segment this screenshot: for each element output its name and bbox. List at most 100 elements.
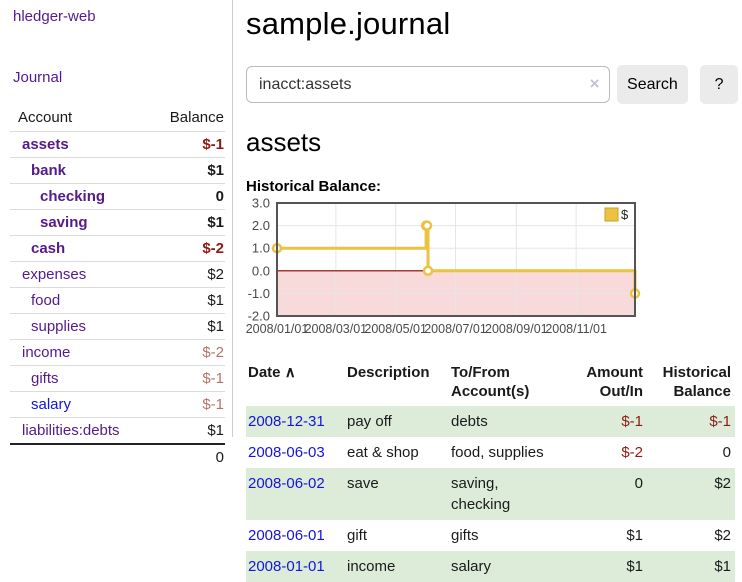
search-bar: × Search ? bbox=[246, 65, 739, 104]
register-amount: $-2 bbox=[621, 444, 643, 461]
register-row: 2008-06-01 gift gifts $1 $2 bbox=[246, 520, 735, 551]
sort-asc-icon: ∧ bbox=[284, 364, 296, 381]
register-date-link[interactable]: 2008-06-01 bbox=[248, 527, 325, 544]
account-row: checking 0 bbox=[10, 183, 225, 210]
accounts-header-account: Account bbox=[18, 109, 73, 126]
sidebar-item-journal[interactable]: Journal bbox=[13, 69, 63, 86]
register-date-link[interactable]: 2008-01-01 bbox=[248, 558, 325, 575]
sidebar-account-link[interactable]: cash bbox=[31, 240, 66, 257]
sidebar-account-link[interactable]: liabilities:debts bbox=[22, 422, 120, 439]
accounts-header-row: Account Balance bbox=[10, 105, 225, 132]
account-balance: $-2 bbox=[202, 240, 224, 257]
register-row: 2008-06-02 save saving, checking 0 $2 bbox=[246, 468, 735, 520]
svg-text:2.0: 2.0 bbox=[252, 218, 270, 233]
account-balance: $-2 bbox=[202, 344, 224, 361]
search-button[interactable]: Search bbox=[616, 65, 689, 104]
account-balance: $1 bbox=[207, 318, 224, 335]
svg-text:$: $ bbox=[621, 207, 629, 222]
sidebar-account-link[interactable]: saving bbox=[40, 214, 88, 231]
register-description: save bbox=[347, 475, 379, 492]
sidebar-account-link[interactable]: income bbox=[22, 344, 71, 361]
account-row: supplies $1 bbox=[10, 313, 225, 340]
sidebar-account-link[interactable]: gifts bbox=[31, 370, 59, 387]
register-accounts: food, supplies bbox=[451, 444, 544, 461]
svg-text:3.0: 3.0 bbox=[252, 198, 270, 211]
sidebar-account-link[interactable]: supplies bbox=[31, 318, 87, 335]
svg-text:0.0: 0.0 bbox=[252, 263, 270, 278]
main-content: sample.journal × Search ? assets Histori… bbox=[246, 0, 739, 582]
help-button[interactable]: ? bbox=[700, 65, 739, 104]
register-balance: $2 bbox=[714, 475, 731, 492]
search-input-wrap: × bbox=[246, 66, 610, 103]
register-amount: 0 bbox=[634, 475, 643, 492]
register-accounts: gifts bbox=[451, 527, 479, 544]
account-row: bank $1 bbox=[10, 157, 225, 184]
register-row: 2008-06-03 eat & shop food, supplies $-2 0 bbox=[246, 437, 735, 468]
account-row: salary $-1 bbox=[10, 391, 225, 418]
account-balance: $1 bbox=[207, 422, 224, 439]
account-row: income $-2 bbox=[10, 339, 225, 366]
sidebar-account-link[interactable]: checking bbox=[40, 188, 106, 205]
chart-svg[interactable]: $3.0 2.0 1.0 0.0 -1.0 -2.02008/01/012008/03/0… bbox=[238, 196, 650, 348]
account-balance: $2 bbox=[207, 266, 224, 283]
account-balance: $1 bbox=[207, 162, 224, 179]
register-description: income bbox=[347, 558, 396, 575]
accounts-total-value: 0 bbox=[152, 443, 225, 470]
svg-text:1.0: 1.0 bbox=[252, 241, 270, 256]
register-date-link[interactable]: 2008-06-02 bbox=[248, 475, 325, 492]
register-table: Date ∧ Description To/From Account(s) Am… bbox=[246, 361, 735, 582]
account-row: food $1 bbox=[10, 287, 225, 314]
sidebar-account-link[interactable]: bank bbox=[31, 162, 67, 179]
register-row: 2008-01-01 income salary $1 $1 bbox=[246, 551, 735, 582]
svg-text:2008/07/01: 2008/07/01 bbox=[424, 322, 487, 336]
register-amount: $-1 bbox=[621, 413, 643, 430]
svg-text:-1.0: -1.0 bbox=[248, 286, 270, 301]
clear-search-icon[interactable]: × bbox=[589, 74, 600, 93]
account-balance: $-1 bbox=[202, 136, 224, 153]
register-description: gift bbox=[347, 527, 368, 544]
account-row: cash $-2 bbox=[10, 235, 225, 262]
account-balance: $1 bbox=[207, 292, 224, 309]
register-row: 2008-12-31 pay off debts $-1 $-1 bbox=[246, 406, 735, 437]
account-balance: $1 bbox=[207, 214, 224, 231]
account-row: saving $1 bbox=[10, 209, 225, 236]
sidebar-account-link[interactable]: food bbox=[31, 292, 61, 309]
page-title: sample.journal bbox=[246, 6, 451, 41]
svg-text:-2.0: -2.0 bbox=[248, 309, 270, 324]
account-heading: assets bbox=[246, 127, 322, 157]
register-balance: $2 bbox=[714, 527, 731, 544]
register-amount: $1 bbox=[626, 527, 643, 544]
svg-text:2008/01/01: 2008/01/01 bbox=[246, 322, 309, 336]
svg-text:2008/11/01: 2008/11/01 bbox=[545, 322, 607, 336]
sidebar: hledger-web Journal Account Balance asse… bbox=[0, 0, 233, 470]
app-brand-link[interactable]: hledger-web bbox=[13, 8, 96, 25]
register-date-link[interactable]: 2008-12-31 bbox=[248, 413, 325, 430]
account-balance: 0 bbox=[215, 188, 224, 205]
account-row: liabilities:debts $1 bbox=[10, 417, 225, 445]
historical-balance-chart[interactable]: $3.0 2.0 1.0 0.0 -1.0 -2.0 2008/01/01 2008/03/0… bbox=[238, 196, 650, 348]
sidebar-account-link[interactable]: assets bbox=[22, 136, 69, 153]
register-balance: $1 bbox=[714, 558, 731, 575]
sidebar-account-link[interactable]: salary bbox=[31, 396, 72, 413]
register-amount: $1 bbox=[626, 558, 643, 575]
accounts-total-row: 0 bbox=[10, 443, 225, 470]
accounts-table: Account Balance assets $-1 bank $1 checking 0… bbox=[10, 105, 225, 470]
register-balance: $-1 bbox=[709, 413, 731, 430]
chart-title: Historical Balance: bbox=[246, 178, 382, 195]
account-row: assets $-1 bbox=[10, 131, 225, 158]
svg-text:2008/09/01: 2008/09/01 bbox=[485, 322, 548, 336]
register-header-description: Description bbox=[347, 364, 430, 381]
register-header-account: To/From Account(s) bbox=[451, 364, 530, 400]
sidebar-account-link[interactable]: expenses bbox=[22, 266, 87, 283]
register-description: eat & shop bbox=[347, 444, 419, 461]
register-header-date[interactable]: Date ∧ bbox=[248, 364, 296, 381]
account-balance: $-1 bbox=[202, 370, 224, 387]
register-accounts: saving, checking bbox=[451, 475, 511, 513]
register-accounts: debts bbox=[451, 413, 488, 430]
search-input[interactable] bbox=[246, 66, 610, 103]
svg-text:2008/05/01: 2008/05/01 bbox=[364, 322, 427, 336]
register-description: pay off bbox=[347, 413, 392, 430]
register-balance: 0 bbox=[722, 444, 731, 461]
register-date-link[interactable]: 2008-06-03 bbox=[248, 444, 325, 461]
svg-text:2008/03/01: 2008/03/01 bbox=[305, 322, 368, 336]
